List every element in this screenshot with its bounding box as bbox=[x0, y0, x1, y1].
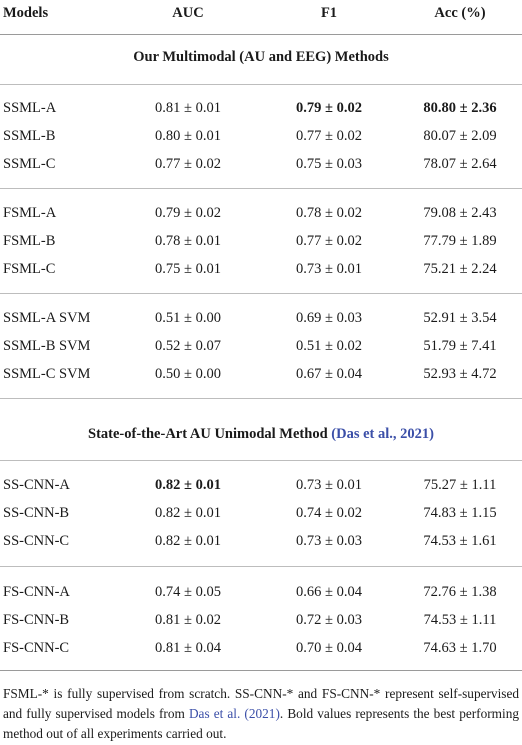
cell-f1: 0.74 ± 0.02 bbox=[296, 505, 362, 521]
cell-acc: 74.63 ± 1.70 bbox=[423, 640, 497, 656]
cell-f1: 0.78 ± 0.02 bbox=[296, 205, 362, 221]
cell-model: SSML-C bbox=[3, 156, 56, 172]
table-footnote: FSML-* is fully supervised from scratch.… bbox=[3, 684, 519, 744]
table-row: SSML-B SVM 0.52 ± 0.07 0.51 ± 0.02 51.79… bbox=[0, 338, 522, 362]
cell-auc: 0.80 ± 0.01 bbox=[155, 128, 221, 144]
cell-f1: 0.66 ± 0.04 bbox=[296, 584, 362, 600]
group-divider bbox=[0, 566, 522, 567]
header-models: Models bbox=[3, 5, 49, 21]
cell-acc: 52.93 ± 4.72 bbox=[423, 366, 497, 382]
cell-f1: 0.51 ± 0.02 bbox=[296, 338, 362, 354]
cell-acc: 75.27 ± 1.11 bbox=[423, 477, 497, 493]
cell-acc: 80.07 ± 2.09 bbox=[423, 128, 497, 144]
cell-f1: 0.73 ± 0.01 bbox=[296, 261, 362, 277]
cell-acc: 75.21 ± 2.24 bbox=[423, 261, 497, 277]
cell-model: SS-CNN-C bbox=[3, 533, 70, 549]
cell-f1: 0.77 ± 0.02 bbox=[296, 233, 362, 249]
table-row: SS-CNN-B 0.82 ± 0.01 0.74 ± 0.02 74.83 ±… bbox=[0, 505, 522, 529]
cell-acc: 52.91 ± 3.54 bbox=[423, 310, 497, 326]
table-header: Models AUC F1 Acc (%) bbox=[0, 5, 522, 29]
cell-auc: 0.75 ± 0.01 bbox=[155, 261, 221, 277]
group-divider bbox=[0, 293, 522, 294]
cell-acc: 78.07 ± 2.64 bbox=[423, 156, 497, 172]
header-divider bbox=[0, 34, 522, 35]
table-row: FS-CNN-C 0.81 ± 0.04 0.70 ± 0.04 74.63 ±… bbox=[0, 640, 522, 664]
cell-model: FS-CNN-B bbox=[3, 612, 70, 628]
section-divider bbox=[0, 460, 522, 461]
cell-f1: 0.70 ± 0.04 bbox=[296, 640, 362, 656]
group-divider bbox=[0, 188, 522, 189]
cell-acc: 74.53 ± 1.61 bbox=[423, 533, 497, 549]
group-divider bbox=[0, 398, 522, 399]
cell-model: SSML-B bbox=[3, 128, 56, 144]
cell-model: FS-CNN-C bbox=[3, 640, 70, 656]
cell-auc: 0.78 ± 0.01 bbox=[155, 233, 221, 249]
table-row: FSML-B 0.78 ± 0.01 0.77 ± 0.02 77.79 ± 1… bbox=[0, 233, 522, 257]
cell-model: FSML-A bbox=[3, 205, 57, 221]
header-acc: Acc (%) bbox=[434, 5, 486, 21]
cell-model: SSML-B SVM bbox=[3, 338, 91, 354]
cell-acc: 72.76 ± 1.38 bbox=[423, 584, 497, 600]
cell-acc: 51.79 ± 7.41 bbox=[423, 338, 497, 354]
cell-auc: 0.82 ± 0.01 bbox=[155, 533, 221, 549]
cell-model: FS-CNN-A bbox=[3, 584, 70, 600]
cell-f1: 0.69 ± 0.03 bbox=[296, 310, 362, 326]
cell-model: SS-CNN-B bbox=[3, 505, 70, 521]
table-row: SS-CNN-C 0.82 ± 0.01 0.73 ± 0.03 74.53 ±… bbox=[0, 533, 522, 557]
cell-model: FSML-C bbox=[3, 261, 56, 277]
cell-acc-best: 80.80 ± 2.36 bbox=[423, 100, 497, 116]
cell-acc: 79.08 ± 2.43 bbox=[423, 205, 497, 221]
cell-acc: 77.79 ± 1.89 bbox=[423, 233, 497, 249]
cell-f1: 0.67 ± 0.04 bbox=[296, 366, 362, 382]
cell-auc-best: 0.82 ± 0.01 bbox=[155, 477, 221, 493]
cell-acc: 74.83 ± 1.15 bbox=[423, 505, 497, 521]
table-row: FSML-A 0.79 ± 0.02 0.78 ± 0.02 79.08 ± 2… bbox=[0, 205, 522, 229]
footnote-text-end: . Bold values represents the best perfor… bbox=[3, 706, 520, 741]
cell-auc: 0.52 ± 0.07 bbox=[155, 338, 221, 354]
section-divider bbox=[0, 84, 522, 85]
cell-f1: 0.73 ± 0.01 bbox=[296, 477, 362, 493]
table-bottom-rule bbox=[0, 670, 522, 671]
table-row: SSML-B 0.80 ± 0.01 0.77 ± 0.02 80.07 ± 2… bbox=[0, 128, 522, 152]
cell-auc: 0.81 ± 0.01 bbox=[155, 100, 221, 116]
table-row: FS-CNN-B 0.81 ± 0.02 0.72 ± 0.03 74.53 ±… bbox=[0, 612, 522, 636]
section-title-text: State-of-the-Art AU Unimodal Method bbox=[88, 426, 328, 442]
header-auc: AUC bbox=[172, 5, 204, 21]
cell-auc: 0.74 ± 0.05 bbox=[155, 584, 221, 600]
cell-model: FSML-B bbox=[3, 233, 56, 249]
cell-f1: 0.75 ± 0.03 bbox=[296, 156, 362, 172]
table-row: SS-CNN-A 0.82 ± 0.01 0.73 ± 0.01 75.27 ±… bbox=[0, 477, 522, 501]
footnote-citation-link[interactable]: Das et al. (2021) bbox=[188, 706, 280, 721]
cell-auc: 0.77 ± 0.02 bbox=[155, 156, 221, 172]
table-row: SSML-A 0.81 ± 0.01 0.79 ± 0.02 80.80 ± 2… bbox=[0, 100, 522, 124]
cell-auc: 0.81 ± 0.04 bbox=[155, 640, 221, 656]
cell-auc: 0.82 ± 0.01 bbox=[155, 505, 221, 521]
header-f1: F1 bbox=[320, 5, 338, 21]
citation-link[interactable]: (Das et al., 2021) bbox=[331, 426, 434, 442]
cell-model: SSML-A bbox=[3, 100, 57, 116]
cell-acc: 74.53 ± 1.11 bbox=[423, 612, 497, 628]
section-title-multimodal: Our Multimodal (AU and EEG) Methods bbox=[133, 49, 389, 65]
cell-model: SS-CNN-A bbox=[3, 477, 70, 493]
cell-f1: 0.77 ± 0.02 bbox=[296, 128, 362, 144]
table-row: SSML-C 0.77 ± 0.02 0.75 ± 0.03 78.07 ± 2… bbox=[0, 156, 522, 180]
footnote-text: FSML-* is fully supervised from scratch.… bbox=[3, 686, 519, 721]
cell-auc: 0.79 ± 0.02 bbox=[155, 205, 221, 221]
cell-model: SSML-A SVM bbox=[3, 310, 91, 326]
cell-f1: 0.72 ± 0.03 bbox=[296, 612, 362, 628]
table-row: FS-CNN-A 0.74 ± 0.05 0.66 ± 0.04 72.76 ±… bbox=[0, 584, 522, 608]
cell-model: SSML-C SVM bbox=[3, 366, 91, 382]
table-row: FSML-C 0.75 ± 0.01 0.73 ± 0.01 75.21 ± 2… bbox=[0, 261, 522, 285]
cell-f1: 0.73 ± 0.03 bbox=[296, 533, 362, 549]
table-row: SSML-A SVM 0.51 ± 0.00 0.69 ± 0.03 52.91… bbox=[0, 310, 522, 334]
section-title-unimodal: State-of-the-Art AU Unimodal Method (Das… bbox=[0, 426, 522, 443]
cell-auc: 0.50 ± 0.00 bbox=[155, 366, 221, 382]
cell-f1-best: 0.79 ± 0.02 bbox=[296, 100, 362, 116]
cell-auc: 0.51 ± 0.00 bbox=[155, 310, 221, 326]
table-row: SSML-C SVM 0.50 ± 0.00 0.67 ± 0.04 52.93… bbox=[0, 366, 522, 390]
cell-auc: 0.81 ± 0.02 bbox=[155, 612, 221, 628]
